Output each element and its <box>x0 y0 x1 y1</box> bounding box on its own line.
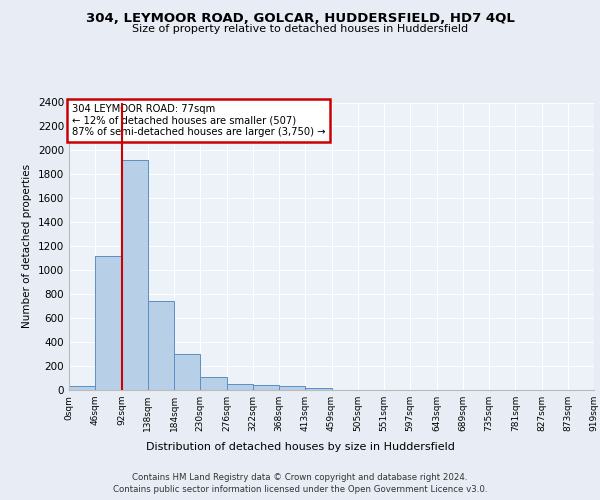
Bar <box>69 386 95 390</box>
Y-axis label: Number of detached properties: Number of detached properties <box>22 164 32 328</box>
Text: Distribution of detached houses by size in Huddersfield: Distribution of detached houses by size … <box>146 442 454 452</box>
Bar <box>279 386 305 390</box>
Text: 304, LEYMOOR ROAD, GOLCAR, HUDDERSFIELD, HD7 4QL: 304, LEYMOOR ROAD, GOLCAR, HUDDERSFIELD,… <box>86 12 514 26</box>
Bar <box>95 256 121 390</box>
Text: Size of property relative to detached houses in Huddersfield: Size of property relative to detached ho… <box>132 24 468 34</box>
Text: Contains public sector information licensed under the Open Government Licence v3: Contains public sector information licen… <box>113 485 487 494</box>
Text: 304 LEYMOOR ROAD: 77sqm
← 12% of detached houses are smaller (507)
87% of semi-d: 304 LEYMOOR ROAD: 77sqm ← 12% of detache… <box>71 104 325 137</box>
Bar <box>227 384 253 390</box>
Bar <box>148 302 174 390</box>
Bar <box>121 160 148 390</box>
Bar <box>305 388 331 390</box>
Bar <box>174 354 200 390</box>
Bar <box>253 385 279 390</box>
Text: Contains HM Land Registry data © Crown copyright and database right 2024.: Contains HM Land Registry data © Crown c… <box>132 472 468 482</box>
Bar <box>200 378 227 390</box>
